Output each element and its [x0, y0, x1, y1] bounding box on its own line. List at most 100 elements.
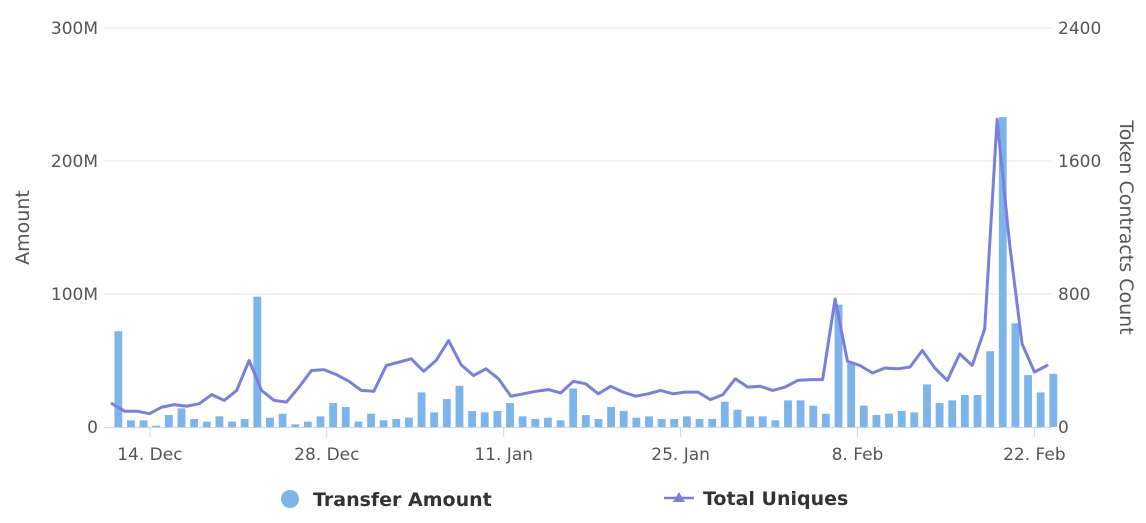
bar: [329, 403, 338, 427]
bar: [1036, 392, 1045, 427]
bar: [493, 411, 502, 427]
legend: Transfer Amount Total Uniques: [281, 488, 848, 511]
bar: [455, 385, 464, 427]
bar: [278, 413, 287, 427]
bar: [746, 416, 754, 427]
bar: [796, 400, 805, 427]
bar: [266, 417, 274, 427]
bar: [720, 401, 729, 427]
bar: [139, 420, 148, 427]
bar: [657, 419, 666, 427]
bar: [531, 419, 540, 427]
bar: [152, 425, 161, 427]
bar: [960, 395, 969, 427]
bar: [164, 415, 173, 427]
x-tick-label: 25. Jan: [651, 445, 710, 465]
bar: [607, 407, 616, 427]
y-tick-label-right: 800: [1058, 285, 1090, 305]
axes: [104, 427, 1052, 437]
legend-item-transfer-amount[interactable]: Transfer Amount: [281, 489, 492, 511]
bar: [480, 412, 489, 427]
bar: [506, 403, 514, 427]
legend-circle-icon: [281, 490, 299, 508]
bar: [910, 412, 919, 427]
legend-item-total-uniques[interactable]: Total Uniques: [664, 488, 848, 510]
bar: [695, 419, 704, 427]
bar: [518, 416, 527, 427]
y-tick-label-left: 100M: [51, 285, 98, 305]
bar: [379, 420, 388, 427]
bar: [127, 420, 135, 427]
bar: [392, 419, 401, 427]
legend-triangle-icon: [673, 492, 685, 502]
bar: [1049, 373, 1058, 427]
bar: [897, 411, 906, 427]
bar: [1011, 323, 1020, 427]
bar: [228, 421, 236, 427]
bar: [190, 419, 199, 427]
bar: [986, 351, 995, 427]
bar: [998, 117, 1007, 428]
y-tick-label-left: 0: [87, 418, 98, 438]
legend-label-total-uniques: Total Uniques: [703, 488, 848, 510]
bar: [973, 395, 982, 427]
bar: [442, 399, 451, 427]
transfer-amount-bars: [114, 117, 1058, 428]
bar: [682, 416, 691, 427]
x-tick-label: 14. Dec: [117, 445, 182, 465]
y-tick-label-right: 0: [1058, 418, 1069, 438]
bar: [935, 403, 944, 427]
bar: [821, 413, 830, 427]
y-tick-label-right: 1600: [1058, 152, 1101, 172]
y-tick-label-left: 200M: [51, 152, 98, 172]
bar: [885, 413, 893, 427]
y-axis-title-right: Token Contracts Count: [1115, 119, 1137, 334]
bar: [405, 417, 413, 427]
bar: [948, 400, 957, 427]
bar: [114, 331, 123, 427]
bar: [253, 296, 262, 427]
grid-lines: [104, 27, 1052, 295]
bar: [771, 420, 780, 427]
bar: [316, 416, 325, 427]
bar: [670, 419, 679, 427]
bar: [215, 416, 224, 427]
bar: [645, 416, 653, 427]
bar: [758, 416, 767, 427]
bar: [1024, 375, 1032, 427]
bar: [632, 417, 641, 427]
bar: [430, 412, 439, 427]
bar: [468, 411, 477, 427]
total-uniques-line-layer: [110, 117, 1049, 416]
bar: [291, 424, 300, 427]
bar: [923, 384, 931, 427]
tick-labels: 0 0 100M 800 200M 1600 300M 2400 14. Dec 28. Dec 1…: [51, 19, 1101, 465]
bar: [303, 421, 312, 427]
legend-label-transfer-amount: Transfer Amount: [313, 489, 492, 511]
bar: [733, 409, 742, 427]
bar: [708, 419, 717, 427]
x-tick-label: 8. Feb: [832, 445, 884, 465]
y-axis-title-left: Amount: [12, 190, 34, 265]
bar: [809, 405, 818, 427]
x-tick-label: 28. Dec: [294, 445, 359, 465]
bar: [556, 420, 565, 427]
bar: [847, 363, 856, 427]
bar: [859, 405, 868, 427]
bar: [177, 408, 186, 427]
bar: [619, 411, 628, 427]
bar: [834, 304, 843, 427]
y-tick-label-left: 300M: [51, 19, 98, 39]
bar: [569, 388, 578, 427]
bar: [784, 400, 792, 427]
total-uniques-line: [110, 117, 1049, 416]
bar: [872, 415, 881, 427]
bar: [543, 417, 552, 427]
bar: [202, 421, 211, 427]
bar: [367, 413, 375, 427]
bar: [581, 415, 590, 427]
bar: [417, 392, 426, 427]
x-tick-label: 11. Jan: [474, 445, 533, 465]
